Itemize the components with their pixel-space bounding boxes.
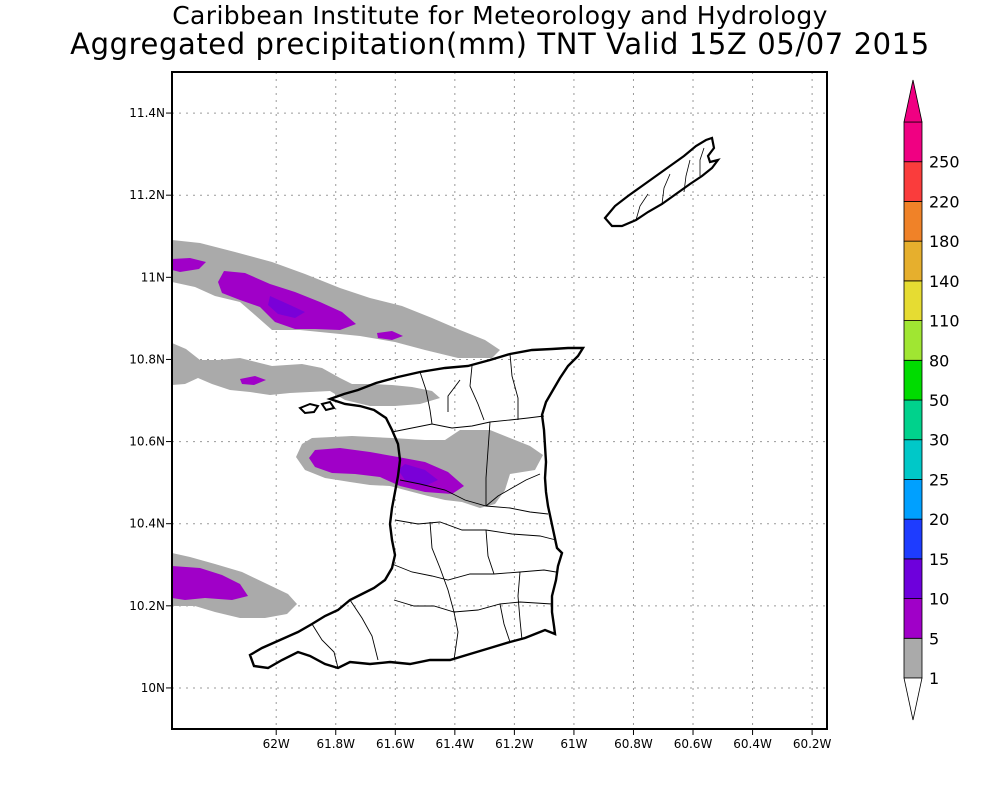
lat-tick-label: 10.4N bbox=[129, 517, 165, 531]
lat-axis: 11.4N 11.2N 11N 10.8N 10.6N 10.4N 10.2N 10N bbox=[129, 106, 165, 695]
colorbar-label: 80 bbox=[929, 351, 949, 370]
product-title: Aggregated precipitation(mm) TNT Valid 1… bbox=[70, 27, 930, 61]
colorbar-swatch bbox=[903, 518, 923, 560]
colorbar-swatch bbox=[903, 161, 923, 202]
colorbar-label: 250 bbox=[929, 153, 960, 172]
precip-area-10mm bbox=[268, 296, 305, 318]
precip-area-5mm bbox=[377, 331, 403, 340]
lon-tick-label: 62W bbox=[263, 737, 290, 751]
colorbar-swatch bbox=[903, 240, 923, 282]
precip-area-10mm bbox=[398, 464, 438, 486]
tobago-coastline bbox=[603, 136, 721, 228]
colorbar-label: 20 bbox=[929, 510, 949, 529]
colorbar-swatch bbox=[903, 439, 923, 480]
colorbar-swatch bbox=[903, 598, 923, 639]
colorbar-label: 110 bbox=[929, 312, 960, 331]
colorbar-swatch bbox=[903, 359, 923, 401]
precip-area-5mm bbox=[218, 271, 356, 330]
colorbar-label: 10 bbox=[929, 590, 949, 609]
colorbar-label: 30 bbox=[929, 431, 949, 450]
coastline bbox=[248, 136, 721, 670]
lat-tick-label: 10.6N bbox=[129, 435, 165, 449]
admin-boundaries bbox=[311, 353, 557, 669]
lat-tick-label: 11N bbox=[141, 270, 165, 284]
colorbar-swatch bbox=[903, 558, 923, 599]
colorbar-swatch bbox=[903, 320, 923, 361]
lon-tick-label: 61.8W bbox=[316, 737, 355, 751]
lat-tick-label: 11.2N bbox=[129, 188, 165, 202]
precip-area-5mm bbox=[172, 258, 206, 272]
lat-tick-label: 10N bbox=[141, 681, 165, 695]
colorbar-label: 5 bbox=[929, 629, 939, 648]
colorbar-swatch bbox=[903, 399, 923, 441]
colorbar-label: 15 bbox=[929, 550, 949, 569]
institute-title: Caribbean Institute for Meteorology and … bbox=[172, 1, 828, 30]
colorbar-label: 140 bbox=[929, 272, 960, 291]
colorbar-label: 1 bbox=[929, 669, 939, 688]
colorbar-swatch bbox=[903, 637, 923, 679]
colorbar-min-arrow bbox=[903, 677, 923, 721]
lat-tick-label: 10.8N bbox=[129, 352, 165, 366]
precip-area-5mm bbox=[172, 566, 248, 600]
colorbar-swatch bbox=[903, 121, 923, 163]
colorbar-label: 220 bbox=[929, 192, 960, 211]
precip-area-1mm bbox=[172, 343, 440, 406]
map-axes bbox=[166, 112, 813, 735]
precip-area-5mm bbox=[240, 376, 266, 385]
precip-contours bbox=[172, 240, 543, 618]
map-grid bbox=[172, 72, 827, 729]
lon-tick-label: 61.2W bbox=[495, 737, 534, 751]
lon-tick-label: 60.6W bbox=[674, 737, 713, 751]
lon-tick-label: 61.6W bbox=[376, 737, 415, 751]
lon-tick-label: 61.4W bbox=[436, 737, 475, 751]
lon-tick-label: 60.8W bbox=[614, 737, 653, 751]
colorbar-swatch bbox=[903, 479, 923, 520]
lon-tick-label: 60.4W bbox=[733, 737, 772, 751]
lon-tick-label: 61W bbox=[560, 737, 587, 751]
colorbar-max-arrow bbox=[903, 79, 923, 123]
colorbar-swatch bbox=[903, 280, 923, 321]
colorbar-label: 50 bbox=[929, 391, 949, 410]
gulf-islands-coastline bbox=[298, 400, 336, 415]
colorbar-label: 180 bbox=[929, 232, 960, 251]
lon-axis: 62W 61.8W 61.6W 61.4W 61.2W 61W 60.8W 60.6W 60.4… bbox=[263, 737, 832, 751]
colorbar-label: 25 bbox=[929, 470, 949, 489]
lat-tick-label: 10.2N bbox=[129, 599, 165, 613]
lat-tick-label: 11.4N bbox=[129, 106, 165, 120]
lon-tick-label: 60.2W bbox=[793, 737, 832, 751]
colorbar-swatch bbox=[903, 201, 923, 242]
tobago-parishes bbox=[635, 147, 705, 221]
trinidad-coastline bbox=[248, 346, 586, 670]
precip-area-1mm bbox=[172, 240, 500, 358]
map-frame bbox=[171, 71, 828, 730]
